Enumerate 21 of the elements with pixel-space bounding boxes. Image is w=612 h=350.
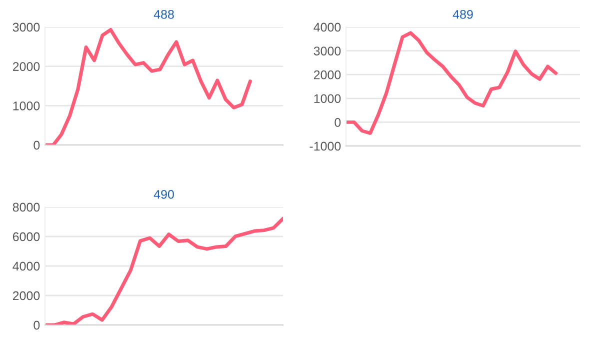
y-tick-label: 4000 xyxy=(12,262,40,271)
line-series xyxy=(45,28,252,145)
chart-title: 488 xyxy=(154,10,174,19)
y-tick-label: 8000 xyxy=(12,202,40,212)
y-tick-label: 1000 xyxy=(13,101,40,110)
line-series xyxy=(45,216,283,325)
line-series xyxy=(346,31,558,135)
y-tick-label: 2000 xyxy=(12,62,40,71)
y-tick-label: 3000 xyxy=(314,46,341,56)
y-tick-label: 0 xyxy=(34,320,40,330)
y-tick-label: 0 xyxy=(334,118,341,127)
y-tick-label: 2000 xyxy=(12,291,40,300)
y-tick-label: 3000 xyxy=(12,22,40,32)
y-tick-label: -1000 xyxy=(310,142,341,151)
y-tick-label: 2000 xyxy=(314,70,341,80)
y-tick-label: 0 xyxy=(34,140,40,150)
chart-title: 489 xyxy=(452,10,473,19)
chart-title: 490 xyxy=(154,190,174,199)
y-tick-label: 6000 xyxy=(12,232,40,242)
y-tick-label: 4000 xyxy=(314,22,341,32)
y-tick-label: 1000 xyxy=(314,94,341,104)
